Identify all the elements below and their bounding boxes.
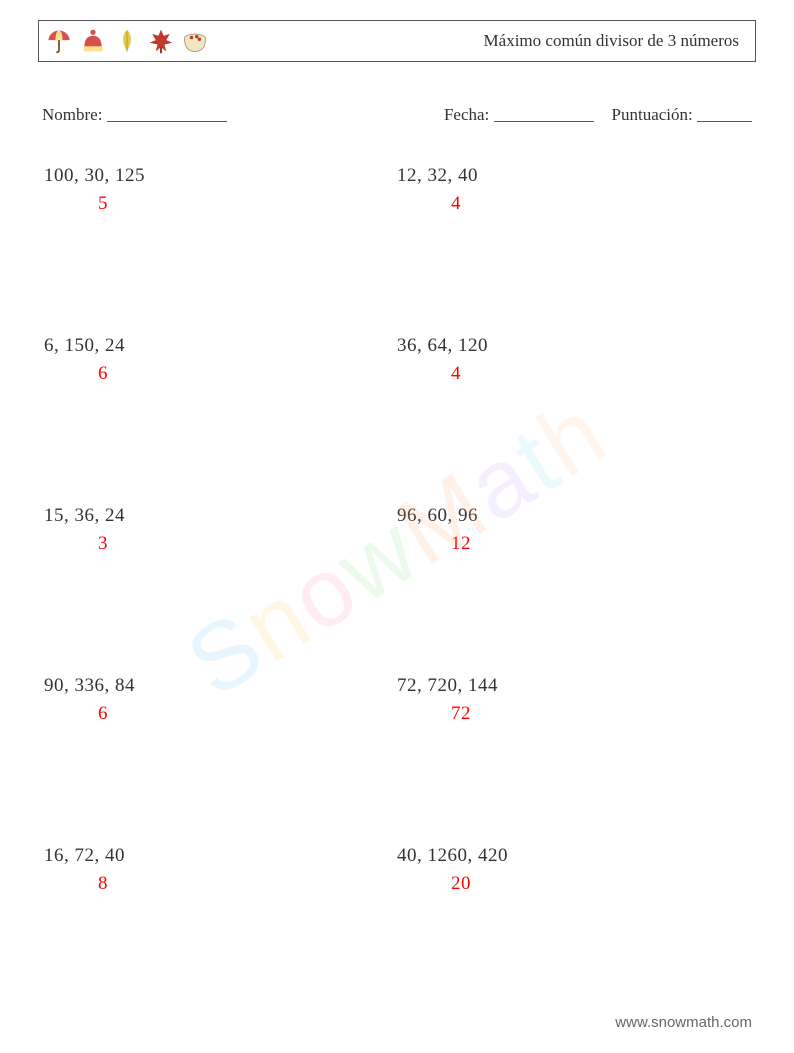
name-label: Nombre: [42, 105, 102, 124]
date-label: Fecha: [444, 105, 489, 124]
score-blank[interactable] [697, 104, 752, 122]
maple-leaf-icon [147, 27, 175, 55]
acorn-basket-icon [181, 27, 209, 55]
footer-link: www.snowmath.com [615, 1014, 752, 1031]
problem-cell: 40, 1260, 420 20 [397, 845, 750, 895]
problem-cell: 90, 336, 84 6 [44, 675, 397, 725]
problem-answer: 8 [44, 873, 397, 895]
problem-answer: 72 [397, 703, 750, 725]
worksheet-title: Máximo común divisor de 3 números [484, 31, 745, 51]
score-field: Puntuación: [612, 102, 752, 125]
problem-question: 15, 36, 24 [44, 505, 397, 527]
problem-cell: 36, 64, 120 4 [397, 335, 750, 385]
date-field: Fecha: [444, 102, 594, 125]
problem-question: 96, 60, 96 [397, 505, 750, 527]
date-blank[interactable] [494, 104, 594, 122]
problem-cell: 72, 720, 144 72 [397, 675, 750, 725]
leaf-icon [113, 27, 141, 55]
umbrella-icon [45, 27, 73, 55]
header-bar: Máximo común divisor de 3 números [38, 20, 756, 62]
problem-answer: 6 [44, 703, 397, 725]
problem-answer: 3 [44, 533, 397, 555]
problem-answer: 4 [397, 363, 750, 385]
meta-row: Nombre: Fecha: Puntuación: [38, 102, 756, 125]
problem-answer: 5 [44, 193, 397, 215]
problem-cell: 15, 36, 24 3 [44, 505, 397, 555]
problem-cell: 100, 30, 125 5 [44, 165, 397, 215]
problem-question: 90, 336, 84 [44, 675, 397, 697]
problem-question: 16, 72, 40 [44, 845, 397, 867]
worksheet-page: SnowMath [0, 0, 794, 1053]
problem-answer: 4 [397, 193, 750, 215]
problem-question: 6, 150, 24 [44, 335, 397, 357]
problem-cell: 16, 72, 40 8 [44, 845, 397, 895]
score-label: Puntuación: [612, 105, 693, 124]
problem-cell: 12, 32, 40 4 [397, 165, 750, 215]
beanie-hat-icon [79, 27, 107, 55]
header-icon-strip [45, 27, 209, 55]
problem-question: 36, 64, 120 [397, 335, 750, 357]
name-blank[interactable] [107, 104, 227, 122]
problem-cell: 96, 60, 96 12 [397, 505, 750, 555]
problem-question: 72, 720, 144 [397, 675, 750, 697]
problems-grid: 100, 30, 125 5 12, 32, 40 4 6, 150, 24 6… [38, 165, 756, 895]
problem-question: 40, 1260, 420 [397, 845, 750, 867]
problem-answer: 12 [397, 533, 750, 555]
problem-answer: 20 [397, 873, 750, 895]
problem-answer: 6 [44, 363, 397, 385]
problem-question: 100, 30, 125 [44, 165, 397, 187]
name-field: Nombre: [42, 102, 227, 125]
problem-question: 12, 32, 40 [397, 165, 750, 187]
problem-cell: 6, 150, 24 6 [44, 335, 397, 385]
